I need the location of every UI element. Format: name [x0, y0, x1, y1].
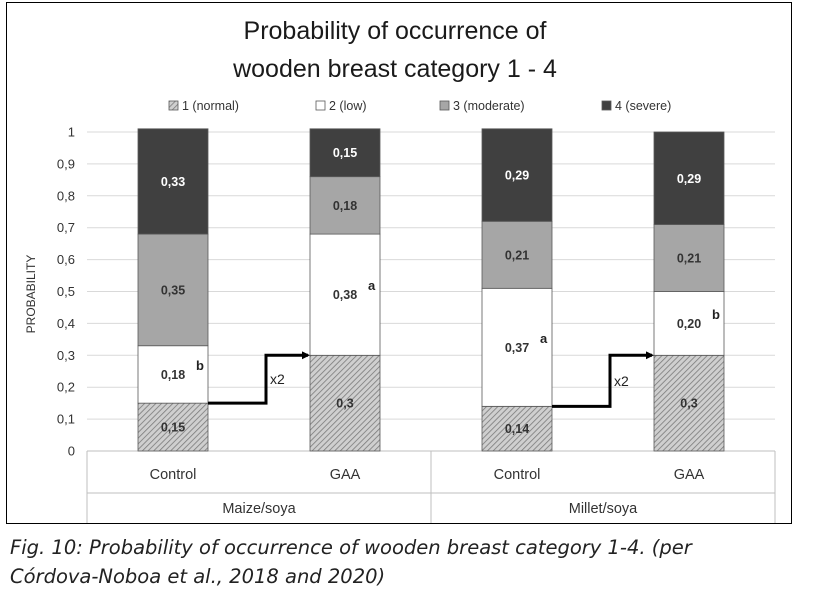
- legend-item-c3: 3 (moderate): [439, 99, 525, 113]
- chart-title-line-1: Probability of occurrence of: [244, 17, 547, 45]
- data-label: 0,3: [680, 397, 697, 411]
- y-tick-label: 0,2: [57, 380, 75, 395]
- arrow-line: [208, 351, 310, 405]
- legend-swatch-c3: [439, 100, 450, 111]
- data-label: 0,14: [505, 422, 529, 436]
- y-tick-label: 0,9: [57, 156, 75, 171]
- x-axis: Control GAA Maize/soya Control GAA Millet/soy…: [86, 451, 776, 523]
- x-category-label: Control: [494, 467, 541, 483]
- y-tick-label: 1: [68, 125, 75, 140]
- data-label: 0,18: [161, 368, 185, 382]
- significance-letter: a: [368, 278, 376, 293]
- bar-3: 0,14 0,37 a 0,21 0,29: [481, 128, 553, 452]
- data-label: 0,21: [505, 248, 529, 262]
- arrow-annotations: x2 x2: [208, 351, 654, 408]
- chart-title-line-2: wooden breast category 1 - 4: [232, 55, 557, 83]
- bar-segment-c4: [653, 131, 725, 225]
- legend-swatch-c2: [315, 100, 326, 111]
- x-group-label: Millet/soya: [569, 501, 638, 517]
- arrow-line: [552, 351, 654, 408]
- legend-label-c4: 4 (severe): [615, 99, 671, 113]
- y-axis-label: PROBABILITY: [24, 255, 38, 334]
- bar-segment-c2: [137, 345, 209, 404]
- bar-segment-c2: [481, 287, 553, 407]
- bar-segment-c3: [309, 176, 381, 235]
- bar-segment-c2: [309, 233, 381, 356]
- chart-legend: 1 (normal) 2 (low) 3 (moderate) 4 (severe): [168, 99, 671, 113]
- y-tick-label: 0,7: [57, 220, 75, 235]
- y-tick-label: 0,8: [57, 188, 75, 203]
- bar-segment-c4: [309, 128, 381, 178]
- x-category-label: GAA: [674, 467, 705, 483]
- data-label: 0,29: [505, 169, 529, 183]
- y-axis-tick-labels: 0 0,1 0,2 0,3 0,4 0,5 0,6 0,7 0,8 0,9 1: [57, 125, 75, 459]
- data-label: 0,20: [677, 317, 701, 331]
- bar-segment-c1: [137, 402, 209, 452]
- bar-segment-c1: [481, 405, 553, 452]
- legend-item-c4: 4 (severe): [601, 99, 671, 113]
- legend-item-c2: 2 (low): [315, 99, 367, 113]
- chart-frame: Probability of occurrence of wooden brea…: [6, 2, 792, 524]
- significance-letter: a: [540, 331, 548, 346]
- data-label: 0,33: [161, 175, 185, 189]
- legend-swatch-c4: [601, 100, 612, 111]
- legend-item-c1: 1 (normal): [168, 99, 239, 113]
- step-arrow: x2: [552, 351, 654, 408]
- y-tick-label: 0,3: [57, 348, 75, 363]
- arrow-label: x2: [614, 373, 629, 389]
- bar-segment-c1: [309, 354, 381, 452]
- bar-segment-c4: [481, 128, 553, 222]
- caption-line-1: Fig. 10: Probability of occurrence of wo…: [10, 536, 692, 559]
- legend-swatch-c1: [168, 100, 179, 111]
- y-tick-label: 0,5: [57, 284, 75, 299]
- data-label: 0,21: [677, 252, 701, 266]
- bar-1: 0,15 0,18 b 0,35 0,33: [137, 128, 209, 452]
- data-label: 0,3: [336, 397, 353, 411]
- bar-2: 0,3 0,38 a 0,18 0,15: [309, 128, 381, 452]
- bar-segment-c3: [481, 220, 553, 289]
- figure-caption: Fig. 10: Probability of occurrence of wo…: [10, 533, 810, 591]
- significance-letter: b: [196, 358, 204, 373]
- bar-segment-c4: [137, 128, 209, 235]
- legend-label-c1: 1 (normal): [182, 99, 239, 113]
- y-tick-label: 0: [68, 444, 75, 459]
- caption-line-2: Córdova-Noboa et al., 2018 and 2020): [10, 565, 386, 588]
- data-label: 0,18: [333, 199, 357, 213]
- legend-label-c2: 2 (low): [329, 99, 367, 113]
- y-tick-label: 0,6: [57, 252, 75, 267]
- y-tick-label: 0,1: [57, 412, 75, 427]
- bar-segment-c3: [137, 233, 209, 347]
- bar-4: 0,3 0,20 b 0,21 0,29: [653, 131, 725, 452]
- bar-segment-c2: [653, 291, 725, 356]
- data-label: 0,37: [505, 341, 529, 355]
- data-label: 0,29: [677, 172, 701, 186]
- x-category-label: GAA: [330, 467, 361, 483]
- stacked-bar-chart: Probability of occurrence of wooden brea…: [24, 17, 776, 523]
- data-label: 0,15: [333, 146, 357, 160]
- legend-label-c3: 3 (moderate): [453, 99, 525, 113]
- x-category-label: Control: [150, 467, 197, 483]
- x-group-label: Maize/soya: [222, 501, 296, 517]
- bar-segment-c3: [653, 224, 725, 292]
- step-arrow: x2: [208, 351, 310, 405]
- bars: 0,15 0,18 b 0,35 0,33 0,3 0,38 a 0,18 0,15 0,14 0,3…: [137, 128, 725, 452]
- bar-segment-c1: [653, 354, 725, 452]
- data-label: 0,15: [161, 421, 185, 435]
- y-tick-label: 0,4: [57, 316, 75, 331]
- data-label: 0,38: [333, 288, 357, 302]
- arrow-label: x2: [270, 371, 285, 387]
- significance-letter: b: [712, 307, 720, 322]
- data-label: 0,35: [161, 283, 185, 297]
